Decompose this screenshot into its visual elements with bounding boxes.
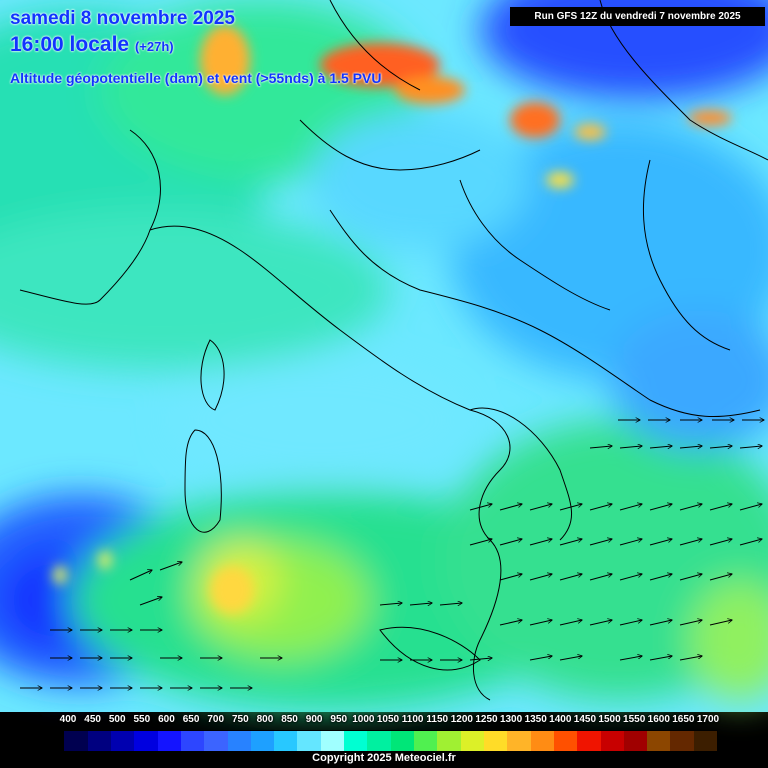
colorbar-label: 1600 (647, 714, 670, 725)
colorbar-label: 900 (305, 714, 323, 725)
colorbar-swatch (460, 731, 484, 751)
colorbar-label: 1700 (696, 714, 720, 725)
colorbar-label: 750 (231, 714, 249, 725)
colorbar-swatch (250, 731, 275, 751)
copyright: Copyright 2025 Meteociel.fr (312, 752, 456, 764)
colorbar-swatch (367, 731, 391, 751)
colorbar-swatch (670, 731, 694, 751)
colorbar-swatch (437, 731, 461, 751)
colorbar-swatch (483, 731, 508, 751)
colorbar-swatch (553, 731, 578, 751)
colorbar-label: 1350 (524, 714, 547, 725)
colorbar-label: 1400 (549, 714, 572, 725)
colorbar-swatch (274, 731, 298, 751)
colorbar-swatch (297, 731, 321, 751)
colorbar-label: 400 (59, 714, 77, 725)
lead-time: (+27h) (134, 39, 174, 54)
wind-arrows (20, 420, 764, 716)
forecast-date: samedi 8 novembre 2025 (10, 8, 235, 29)
colorbar-swatch (577, 731, 601, 751)
colorbar (40, 730, 718, 752)
colorbar-swatch (157, 731, 181, 751)
colorbar-label: 1650 (672, 714, 695, 725)
colorbar-swatch (390, 731, 414, 751)
run-info: Run GFS 12Z du vendredi 7 novembre 2025 (510, 7, 765, 26)
colorbar-swatch (204, 731, 228, 751)
colorbar-swatch (600, 731, 624, 751)
colorbar-label: 850 (281, 714, 298, 725)
colorbar-label: 450 (84, 714, 101, 725)
jet-maxima (53, 25, 732, 614)
colorbar-swatch (320, 731, 345, 751)
colorbar-swatch (41, 731, 65, 751)
colorbar-label: 550 (133, 714, 151, 725)
colorbar-label: 1550 (623, 714, 646, 725)
colorbar-label: 1200 (450, 714, 473, 725)
colorbar-label: 800 (256, 714, 274, 725)
colorbar-swatch (180, 731, 205, 751)
colorbar-swatch (87, 731, 111, 751)
colorbar-label: 1450 (573, 714, 597, 725)
colorbar-swatch (530, 731, 554, 751)
colorbar-swatch (623, 731, 648, 751)
colorbar-label: 600 (158, 714, 175, 725)
forecast-time: 16:00 locale (+27h) (10, 33, 174, 57)
colorbar-label: 700 (207, 714, 225, 725)
colorbar-swatch (647, 731, 671, 751)
colorbar-swatch (64, 731, 88, 751)
colorbar-label: 1250 (475, 714, 498, 725)
colorbar-label: 1500 (598, 714, 621, 725)
forecast-hour: 16:00 locale (10, 33, 130, 56)
coastlines (19, 0, 768, 701)
colorbar-swatch (344, 731, 368, 751)
colorbar-label: 500 (108, 714, 126, 725)
colorbar-swatch (414, 731, 438, 751)
colorbar-label: 650 (182, 714, 200, 725)
colorbar-label: 1100 (401, 714, 424, 725)
colorbar-labels: 400 450 500 550 600 650 700 750 800 850 900 950 1000… (40, 714, 720, 728)
colorbar-label: 1150 (426, 714, 449, 725)
colorbar-swatch (227, 731, 251, 751)
colorbar-swatch (507, 731, 531, 751)
colorbar-swatch (134, 731, 158, 751)
colorbar-label: 1300 (499, 714, 523, 725)
colorbar-label: 950 (330, 714, 348, 725)
variable-description: Altitude géopotentielle (dam) et vent (>… (10, 70, 382, 86)
field-blobs (0, 0, 768, 710)
colorbar-label: 1050 (376, 714, 400, 725)
colorbar-swatch (693, 731, 718, 751)
colorbar-label: 1000 (352, 714, 375, 725)
colorbar-swatch (110, 731, 135, 751)
